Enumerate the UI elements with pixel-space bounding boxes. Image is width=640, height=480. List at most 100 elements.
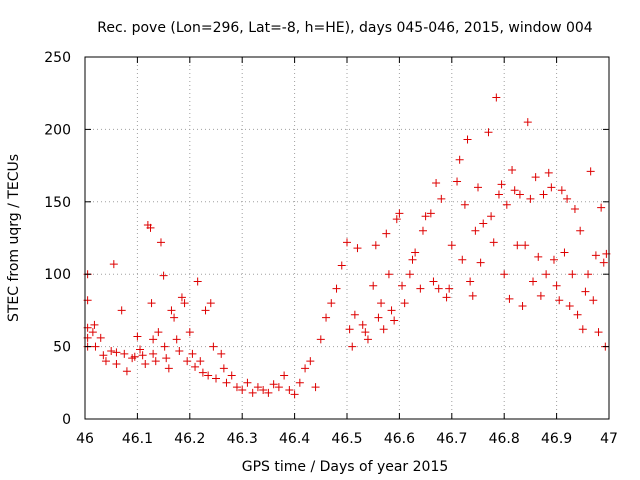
data-point — [147, 299, 156, 308]
data-point — [327, 299, 336, 308]
data-point — [269, 380, 278, 389]
data-point — [500, 270, 509, 279]
data-point — [371, 241, 380, 250]
data-point — [198, 368, 207, 377]
data-point — [149, 349, 158, 358]
y-tick-label: 250 — [44, 50, 71, 66]
data-point — [170, 313, 179, 322]
data-point — [581, 287, 590, 296]
data-point — [578, 325, 587, 334]
data-point — [387, 306, 396, 315]
data-point — [544, 168, 553, 177]
data-point — [188, 349, 197, 358]
x-tick-label: 46 — [76, 431, 94, 447]
x-tick-label: 46.6 — [384, 431, 415, 447]
y-tick-label: 50 — [53, 340, 71, 356]
data-point — [411, 248, 420, 257]
x-tick-label: 47 — [600, 431, 618, 447]
data-point — [112, 359, 121, 368]
data-point — [172, 335, 181, 344]
data-point — [167, 306, 176, 315]
data-point — [99, 351, 108, 360]
data-point — [539, 190, 548, 199]
data-point — [432, 178, 441, 187]
data-point — [374, 313, 383, 322]
data-point — [112, 348, 121, 357]
data-point — [484, 128, 493, 137]
data-point — [599, 258, 608, 267]
data-point — [526, 194, 535, 203]
data-point — [201, 306, 210, 315]
data-point — [264, 388, 273, 397]
data-point — [523, 118, 532, 127]
data-point — [285, 386, 294, 395]
data-point — [460, 200, 469, 209]
data-point — [343, 238, 351, 247]
data-point — [547, 183, 556, 192]
data-point — [515, 190, 524, 199]
data-point — [219, 364, 228, 373]
data-point — [471, 226, 480, 235]
data-point — [586, 167, 595, 176]
data-point — [510, 186, 519, 195]
data-point — [416, 284, 425, 293]
data-point — [316, 335, 325, 344]
data-point — [479, 219, 488, 228]
data-point — [560, 248, 569, 257]
data-point — [117, 306, 126, 315]
data-point — [597, 203, 606, 212]
x-tick-label: 46.3 — [227, 431, 258, 447]
data-point — [576, 226, 585, 235]
data-point — [573, 310, 582, 319]
data-point — [382, 229, 391, 238]
x-tick-label: 46.7 — [436, 431, 467, 447]
data-point — [434, 284, 443, 293]
x-tick-label: 46.1 — [122, 431, 153, 447]
data-point — [568, 270, 577, 279]
data-point — [180, 299, 189, 308]
x-tick-label: 46.8 — [489, 431, 520, 447]
data-point — [141, 359, 150, 368]
data-point — [204, 371, 213, 380]
data-point — [468, 291, 477, 300]
x-tick-label: 46.2 — [174, 431, 205, 447]
data-point — [193, 277, 202, 286]
data-point — [222, 378, 231, 387]
data-point — [130, 352, 139, 361]
data-point — [185, 328, 194, 337]
data-point — [332, 284, 341, 293]
data-point — [497, 180, 506, 189]
axis-ticks — [84, 56, 610, 420]
data-point — [570, 205, 579, 214]
data-point — [227, 371, 236, 380]
data-point — [311, 383, 320, 392]
data-point — [565, 302, 574, 311]
data-point — [453, 177, 462, 186]
data-point — [466, 277, 475, 286]
data-point — [487, 212, 496, 221]
data-point — [421, 212, 430, 221]
data-point — [96, 333, 105, 342]
data-point — [426, 209, 435, 218]
data-point — [301, 364, 310, 373]
x-tick-label: 46.5 — [331, 431, 362, 447]
data-point — [508, 165, 517, 174]
data-point — [358, 320, 367, 329]
data-point — [400, 299, 409, 308]
data-point — [557, 186, 566, 195]
data-point — [369, 281, 378, 290]
x-tick-label: 46.9 — [541, 431, 572, 447]
x-tick-labels: 46 46.1 46.2 46.3 46.4 46.5 46.6 46.7 46.8 46.9 47 — [76, 431, 618, 447]
data-point — [209, 342, 218, 351]
chart-title: Rec. pove (Lon=296, Lat=-8, h=HE), days … — [97, 20, 593, 36]
data-point — [531, 173, 540, 182]
data-point — [552, 281, 561, 290]
data-point — [390, 316, 399, 325]
data-point — [259, 386, 268, 395]
y-tick-label: 150 — [44, 195, 71, 211]
data-point — [494, 190, 503, 199]
data-point — [405, 270, 414, 279]
data-point — [563, 194, 572, 203]
